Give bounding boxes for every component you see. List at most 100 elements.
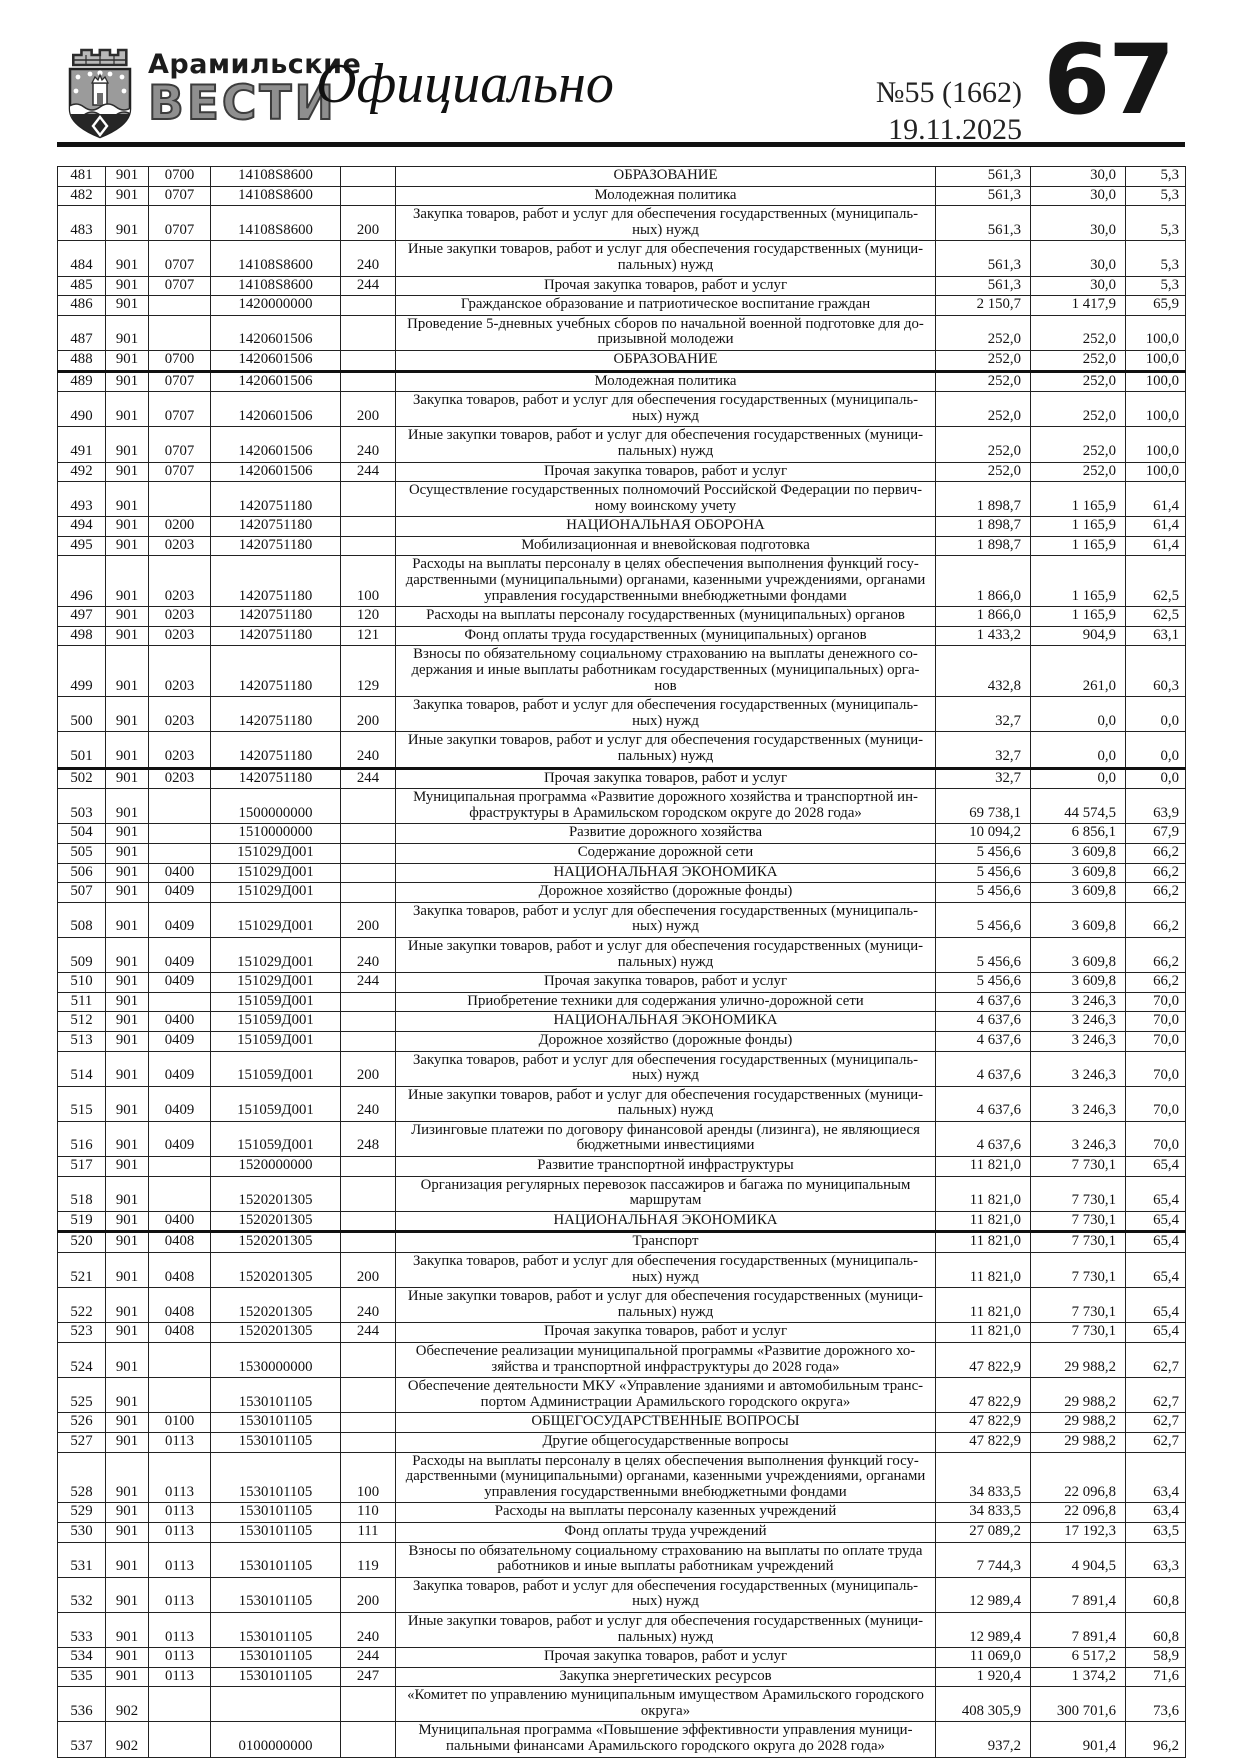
cell-percent: 61,4 xyxy=(1125,481,1186,518)
cell-percent: 5,3 xyxy=(1125,166,1186,187)
cell-approved-amount: 252,0 xyxy=(935,314,1031,351)
cell-grbs-code: 901 xyxy=(105,516,149,537)
table-row: 509 901 0409 151029Д001 240 Иные закупки… xyxy=(57,936,1186,974)
cell-row-number: 486 xyxy=(57,295,106,316)
cell-name: Дорожное хозяйство (дорожные фонды) xyxy=(395,1030,936,1052)
cell-expense-type-code: 200 xyxy=(340,1576,396,1613)
cell-row-number: 519 xyxy=(57,1210,106,1233)
cell-section-code xyxy=(148,991,211,1013)
cell-name: Иные закупки товаров, работ и услуг для … xyxy=(395,1611,936,1649)
cell-expense-type-code: 244 xyxy=(340,275,396,297)
cell-section-code: 0113 xyxy=(148,1666,211,1688)
table-row: 508 901 0409 151029Д001 200 Закупка това… xyxy=(57,901,1186,938)
cell-percent: 5,3 xyxy=(1125,275,1186,297)
cell-grbs-code: 901 xyxy=(105,862,149,884)
cell-approved-amount: 561,3 xyxy=(935,240,1031,277)
cell-name: Взносы по обязательному социальному стра… xyxy=(395,645,936,698)
cell-expense-type-code: 200 xyxy=(340,391,396,428)
cell-target-article-code: 1520201305 xyxy=(210,1230,341,1254)
cell-target-article-code: 1530101105 xyxy=(210,1521,341,1543)
cell-expense-type-code: 244 xyxy=(340,461,396,483)
cell-name: Прочая закупка товаров, работ и услуг xyxy=(395,461,936,483)
cell-name: НАЦИОНАЛЬНАЯ ЭКОНОМИКА xyxy=(395,1011,936,1032)
cell-approved-amount: 4 637,6 xyxy=(935,1085,1031,1122)
issue-block: №55 (1662) 19.11.2025 xyxy=(876,74,1022,148)
cell-row-number: 491 xyxy=(57,426,106,463)
table-row: 524 901 1530000000 Обеспечение реализаци… xyxy=(57,1341,1186,1379)
table-row: 504 901 1510000000 Развитие дорожного хо… xyxy=(57,823,1186,844)
table-row: 518 901 1520201305 Организация регулярны… xyxy=(57,1175,1186,1212)
cell-section-code: 0203 xyxy=(148,555,211,608)
cell-percent: 63,5 xyxy=(1125,1521,1186,1543)
issue-number: №55 (1662) xyxy=(875,76,1022,109)
cell-name: Обеспечение реализации муниципальной про… xyxy=(395,1341,936,1379)
cell-grbs-code: 901 xyxy=(105,1287,149,1324)
cell-approved-amount: 4 637,6 xyxy=(935,1120,1031,1158)
cell-executed-amount: 3 609,8 xyxy=(1030,862,1126,884)
cell-grbs-code: 901 xyxy=(105,1451,149,1504)
cell-approved-amount: 47 822,9 xyxy=(935,1377,1031,1414)
cell-row-number: 494 xyxy=(57,516,106,537)
cell-executed-amount: 0,0 xyxy=(1030,731,1126,769)
cell-row-number: 537 xyxy=(57,1721,106,1758)
cell-grbs-code: 901 xyxy=(105,461,149,483)
cell-target-article-code: 1420000000 xyxy=(210,295,341,316)
cell-target-article-code: 1520201305 xyxy=(210,1322,341,1343)
cell-row-number: 517 xyxy=(57,1156,106,1177)
cell-approved-amount: 5 456,6 xyxy=(935,862,1031,884)
cell-grbs-code: 901 xyxy=(105,240,149,277)
cell-approved-amount: 252,0 xyxy=(935,349,1031,372)
cell-percent: 60,8 xyxy=(1125,1611,1186,1649)
cell-name: Дорожное хозяйство (дорожные фонды) xyxy=(395,882,936,903)
cell-grbs-code: 901 xyxy=(105,606,149,627)
cell-approved-amount: 1 898,7 xyxy=(935,516,1031,537)
cell-percent: 63,4 xyxy=(1125,1502,1186,1523)
cell-percent: 62,5 xyxy=(1125,555,1186,608)
cell-section-code xyxy=(148,314,211,351)
cell-executed-amount: 22 096,8 xyxy=(1030,1502,1126,1523)
cell-row-number: 532 xyxy=(57,1576,106,1613)
table-row: 526 901 0100 1530101105 ОБЩЕГОСУДАРСТВЕН… xyxy=(57,1412,1186,1433)
cell-target-article-code: 151059Д001 xyxy=(210,1011,341,1032)
cell-percent: 73,6 xyxy=(1125,1686,1186,1723)
cell-target-article-code: 1520201305 xyxy=(210,1175,341,1212)
cell-approved-amount: 252,0 xyxy=(935,369,1031,393)
cell-target-article-code: 1520201305 xyxy=(210,1252,341,1289)
cell-approved-amount: 252,0 xyxy=(935,461,1031,483)
cell-approved-amount: 11 821,0 xyxy=(935,1156,1031,1177)
cell-row-number: 498 xyxy=(57,625,106,647)
cell-grbs-code: 901 xyxy=(105,1085,149,1122)
cell-percent: 66,2 xyxy=(1125,882,1186,903)
cell-section-code: 0409 xyxy=(148,1120,211,1158)
table-row: 532 901 0113 1530101105 200 Закупка това… xyxy=(57,1576,1186,1613)
cell-row-number: 487 xyxy=(57,314,106,351)
cell-expense-type-code: 240 xyxy=(340,1085,396,1122)
cell-expense-type-code xyxy=(340,1686,396,1723)
cell-name: Другие общегосударственные вопросы xyxy=(395,1431,936,1453)
cell-expense-type-code: 240 xyxy=(340,1287,396,1324)
cell-approved-amount: 34 833,5 xyxy=(935,1451,1031,1504)
cell-percent: 62,5 xyxy=(1125,606,1186,627)
cell-name: НАЦИОНАЛЬНАЯ ОБОРОНА xyxy=(395,516,936,537)
cell-target-article-code: 151029Д001 xyxy=(210,842,341,864)
cell-section-code: 0203 xyxy=(148,696,211,733)
cell-grbs-code: 901 xyxy=(105,1210,149,1233)
cell-executed-amount: 29 988,2 xyxy=(1030,1431,1126,1453)
cell-name: Расходы на выплаты персоналу в целях обе… xyxy=(395,555,936,608)
cell-target-article-code: 1420751180 xyxy=(210,555,341,608)
cell-executed-amount: 22 096,8 xyxy=(1030,1451,1126,1504)
cell-section-code: 0113 xyxy=(148,1502,211,1523)
cell-executed-amount: 7 730,1 xyxy=(1030,1210,1126,1233)
cell-percent: 61,4 xyxy=(1125,535,1186,557)
cell-name: Молодежная политика xyxy=(395,369,936,393)
cell-percent: 66,2 xyxy=(1125,862,1186,884)
cell-section-code xyxy=(148,1175,211,1212)
cell-section-code xyxy=(148,1341,211,1379)
cell-executed-amount: 7 730,1 xyxy=(1030,1156,1126,1177)
cell-expense-type-code xyxy=(340,862,396,884)
cell-row-number: 512 xyxy=(57,1011,106,1032)
cell-name: Развитие транспортной инфраструктуры xyxy=(395,1156,936,1177)
cell-grbs-code: 901 xyxy=(105,166,149,187)
cell-row-number: 515 xyxy=(57,1085,106,1122)
cell-name: Иные закупки товаров, работ и услуг для … xyxy=(395,1085,936,1122)
